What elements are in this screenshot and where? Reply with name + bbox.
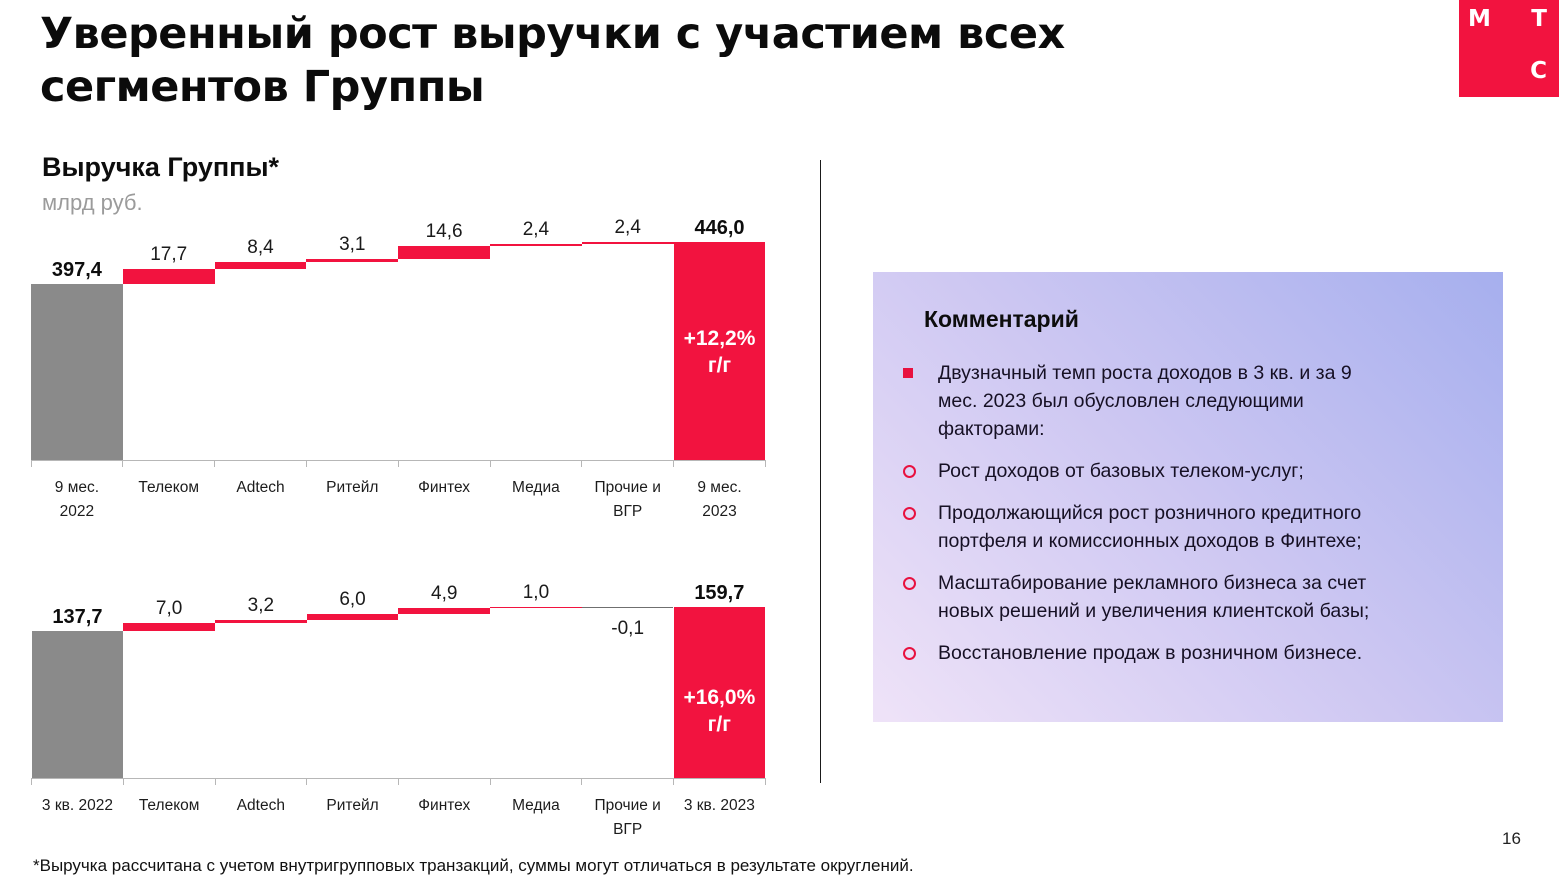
- value-label: 159,7: [694, 582, 745, 605]
- axis-tick: [397, 778, 399, 785]
- category-label: Ритейл: [326, 479, 379, 496]
- bullet-text: Восстановление продаж в розничном бизнес…: [938, 642, 1363, 664]
- category-label: 3 кв. 2023: [683, 797, 755, 814]
- step-bar: [214, 261, 307, 269]
- bullet-item: Рост доходов от базовых телеком-услуг;: [873, 457, 1503, 485]
- step-bar: [398, 608, 491, 614]
- slide-title: Уверенный рост выручки с участием всех с…: [40, 9, 1065, 112]
- axis-tick: [305, 460, 307, 467]
- value-label: 17,7: [150, 243, 188, 265]
- circle-bullet-icon: [903, 647, 916, 660]
- value-label: 6,0: [339, 588, 366, 610]
- page-number: 16: [1502, 829, 1521, 848]
- circle-bullet-icon: [903, 465, 916, 478]
- bullet-item: Продолжающийся рост розничного кредитног…: [873, 499, 1503, 555]
- category-label: 3 кв. 2022: [41, 797, 113, 814]
- step-bar: [581, 607, 674, 609]
- bullet-text: Двузначный темп роста доходов в 3 кв. и …: [938, 362, 1352, 440]
- category-label: Телеком: [138, 479, 199, 496]
- logo-letter-s: С: [1530, 58, 1547, 84]
- axis-tick: [581, 778, 583, 785]
- category-label: Финтех: [418, 479, 471, 496]
- total-bar: [673, 607, 766, 778]
- chart-unit-label: млрд руб.: [42, 190, 143, 215]
- footnote: *Выручка рассчитана с учетом внутригрупп…: [33, 856, 914, 875]
- logo-letter-t: Т: [1531, 6, 1547, 32]
- value-label: 446,0: [694, 217, 745, 240]
- value-label: 3,1: [339, 233, 366, 255]
- category-label: Adtech: [236, 797, 285, 814]
- axis-tick: [214, 460, 216, 467]
- step-bar: [306, 613, 399, 620]
- axis-tick: [764, 778, 766, 785]
- base-bar: [31, 283, 123, 460]
- axis-tick: [673, 778, 674, 785]
- bullet-item: Восстановление продаж в розничном бизнес…: [873, 639, 1503, 667]
- axis-tick: [397, 460, 399, 467]
- category-label: Финтех: [418, 797, 471, 814]
- category-label: Ритейл: [326, 797, 379, 814]
- step-bar: [490, 244, 582, 247]
- category-label: Прочие и ВГР: [594, 797, 661, 838]
- value-label: 8,4: [247, 236, 274, 258]
- value-label: -0,1: [611, 618, 645, 640]
- base-bar: [31, 630, 124, 778]
- vertical-divider: [820, 160, 821, 783]
- comment-panel-title: Комментарий: [924, 306, 1079, 332]
- step-bar: [215, 619, 307, 624]
- step-bar: [122, 268, 215, 284]
- value-label: 1,0: [522, 582, 550, 604]
- category-label: Adtech: [236, 479, 285, 496]
- axis-tick: [214, 778, 216, 785]
- category-label: Прочие и ВГР: [594, 479, 661, 520]
- axis-tick: [581, 460, 583, 467]
- category-label: Телеком: [138, 797, 200, 814]
- logo-letter-m: М: [1468, 6, 1491, 32]
- growth-annotation: +12,2% г/г: [683, 327, 756, 378]
- step-bar: [123, 623, 215, 631]
- step-bar: [490, 607, 582, 609]
- axis-tick: [673, 460, 675, 467]
- bullet-item: Масштабирование рекламного бизнеса за сч…: [873, 569, 1503, 625]
- axis-tick: [764, 460, 766, 467]
- bullet-text: Масштабирование рекламного бизнеса за сч…: [938, 572, 1370, 622]
- step-bar: [398, 246, 490, 259]
- value-label: 2,4: [614, 217, 641, 239]
- category-label: Медиа: [512, 797, 560, 814]
- axis-tick: [122, 460, 124, 467]
- total-bar: [673, 242, 766, 460]
- bullet-item: Двузначный темп роста доходов в 3 кв. и …: [873, 359, 1503, 443]
- chart-title: Выручка Группы*: [42, 152, 280, 182]
- bullet-list: Двузначный темп роста доходов в 3 кв. и …: [873, 359, 1503, 667]
- value-label: 2,4: [522, 219, 550, 241]
- circle-bullet-icon: [903, 577, 916, 590]
- axis-tick: [489, 778, 491, 785]
- value-label: 137,7: [52, 605, 103, 628]
- value-label: 4,9: [431, 583, 458, 605]
- step-bar: [581, 242, 674, 245]
- bullet-text: Продолжающийся рост розничного кредитног…: [938, 502, 1362, 552]
- mts-logo: М Т С: [1459, 0, 1559, 97]
- bullet-text: Рост доходов от базовых телеком-услуг;: [938, 460, 1304, 482]
- value-label: 14,6: [425, 221, 463, 243]
- comment-panel: Комментарий Двузначный темп роста доходо…: [873, 272, 1503, 722]
- category-label: 9 мес. 2022: [54, 479, 100, 520]
- value-label: 7,0: [155, 598, 183, 620]
- category-label: 9 мес. 2023: [697, 479, 742, 520]
- axis-tick: [306, 778, 308, 785]
- category-label: Медиа: [512, 479, 560, 496]
- step-bar: [306, 258, 399, 262]
- axis-tick: [122, 778, 124, 785]
- circle-bullet-icon: [903, 507, 916, 520]
- axis-tick: [489, 460, 491, 467]
- value-label: 3,2: [247, 594, 275, 616]
- square-bullet-icon: [903, 368, 913, 378]
- axis-tick: [31, 778, 33, 785]
- axis-tick: [30, 460, 32, 467]
- growth-annotation: +16,0% г/г: [683, 686, 756, 737]
- value-label: 397,4: [51, 258, 102, 281]
